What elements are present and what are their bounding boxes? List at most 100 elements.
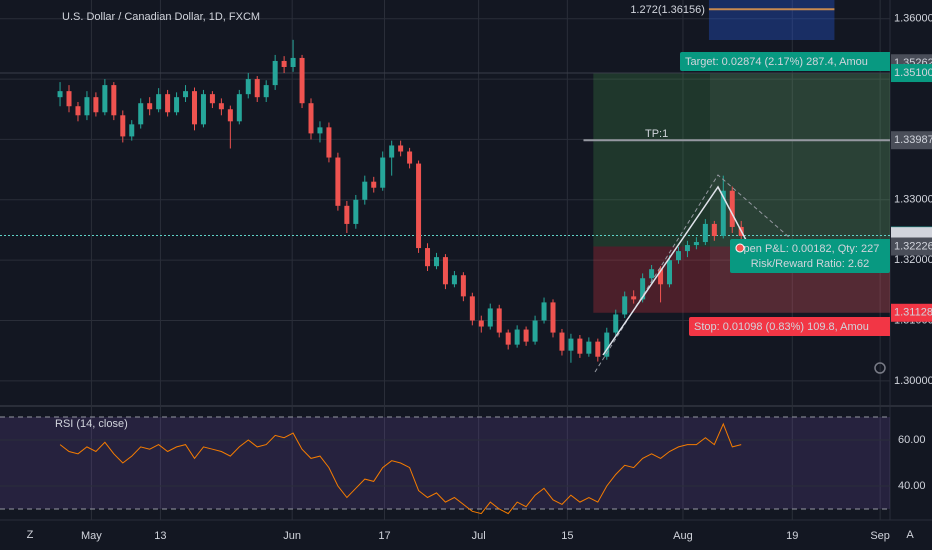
candle-body: [568, 338, 574, 351]
fib-label: 1.272(1.36156): [630, 4, 705, 16]
rsi-band: [0, 416, 890, 509]
candle-body: [586, 341, 592, 354]
candle-body: [344, 205, 350, 224]
candle-body: [478, 320, 484, 327]
candle-body: [281, 60, 287, 67]
rr-label: Risk/Reward Ratio: 2.62: [751, 258, 870, 270]
candle-body: [622, 296, 628, 315]
candle-body: [380, 157, 386, 188]
corner-left[interactable]: Z: [27, 529, 34, 541]
candle-body: [496, 308, 502, 333]
candle-body: [272, 60, 278, 86]
candle-body: [675, 251, 681, 261]
candle-body: [505, 332, 511, 345]
candle-body: [640, 278, 646, 300]
x-tick-label: May: [81, 530, 102, 542]
highlight-strip: [710, 73, 890, 313]
candle-body: [460, 275, 466, 297]
candle-body: [469, 296, 475, 321]
rr-label-box: [730, 254, 890, 273]
candle-body: [613, 314, 619, 333]
price-badge: [891, 64, 932, 83]
candle-body: [147, 103, 153, 110]
candle-body: [702, 223, 708, 243]
candle-body: [236, 94, 242, 122]
pnl-marker: [735, 243, 745, 253]
rsi-line: [59, 422, 742, 515]
y-tick-label: 1.30000: [894, 375, 932, 387]
candle-body: [595, 341, 601, 357]
candle-body: [191, 91, 197, 125]
candle-body: [532, 320, 538, 342]
candle-body: [389, 145, 395, 158]
price-badge-label: 1.35100: [894, 67, 932, 79]
candle-body: [407, 151, 413, 164]
candle-body: [442, 257, 448, 285]
candle-body: [362, 181, 368, 200]
settings-icon[interactable]: [874, 362, 886, 374]
rsi-tick-label: 40.00: [898, 480, 926, 492]
candle-body: [667, 260, 673, 285]
candle-body: [183, 91, 189, 98]
candle-body: [75, 106, 81, 116]
stop-label: Stop: 0.01098 (0.83%) 109.8, Amou: [694, 321, 869, 333]
candle-body: [290, 57, 296, 67]
x-tick-label: 15: [561, 530, 573, 542]
candle-body: [433, 257, 439, 267]
candle-body: [84, 97, 90, 116]
candle-body: [514, 329, 520, 345]
stop-label-box: [689, 317, 890, 336]
candle-body: [165, 94, 171, 113]
x-tick-label: Aug: [673, 530, 693, 542]
candle-body: [138, 103, 144, 125]
pnl-label-box: [730, 239, 890, 258]
profit-zone: [593, 73, 890, 247]
y-tick-label: 1.33000: [894, 194, 932, 206]
candle-body: [200, 94, 206, 125]
candle-body: [371, 181, 377, 188]
candle-body: [523, 329, 529, 342]
price-badge: [891, 237, 932, 256]
pnl-label: Open P&L: 0.00182, Qty: 227: [735, 243, 879, 255]
candle-body: [720, 190, 726, 236]
candle-body: [711, 223, 717, 236]
candle-body: [299, 57, 305, 104]
price-badge-label: 1.32226: [894, 240, 932, 252]
price-badge-label: 1.31128: [894, 307, 932, 319]
price-badge: [891, 303, 932, 322]
x-tick-label: 13: [154, 530, 166, 542]
y-tick-label: 1.32000: [894, 254, 932, 266]
candle-body: [326, 127, 332, 158]
price-badge: [891, 131, 932, 150]
candle-body: [174, 97, 180, 113]
candle-body: [254, 79, 260, 98]
candle-body: [649, 269, 655, 279]
candle-body: [487, 308, 493, 327]
x-tick-label: Jul: [472, 530, 486, 542]
candle-body: [353, 199, 359, 224]
candle-body: [729, 190, 735, 227]
candle-body: [227, 109, 233, 122]
candle-body: [317, 127, 323, 134]
corner-right[interactable]: A: [906, 529, 914, 541]
price-axis: 1.300001.310001.320001.330001.340001.350…: [891, 13, 932, 492]
candle-body: [102, 85, 108, 113]
candle-body: [66, 91, 72, 107]
y-tick-label: 1.36000: [894, 13, 932, 25]
candle-body: [398, 145, 404, 152]
candle-body: [451, 275, 457, 285]
candle-body: [693, 242, 699, 246]
candle-body: [550, 302, 556, 333]
x-tick-label: Sep: [870, 530, 890, 542]
x-tick-label: 17: [378, 530, 390, 542]
candle-body: [245, 79, 251, 95]
candle-body: [209, 94, 215, 104]
fib-zone: [708, 0, 835, 40]
candle-body: [541, 302, 547, 321]
x-tick-label: Jun: [283, 530, 301, 542]
candle-body: [559, 332, 565, 351]
candle-body: [57, 91, 63, 98]
candle-body: [684, 245, 690, 252]
tp-label: TP:1: [645, 128, 668, 140]
candle-body: [218, 103, 224, 110]
